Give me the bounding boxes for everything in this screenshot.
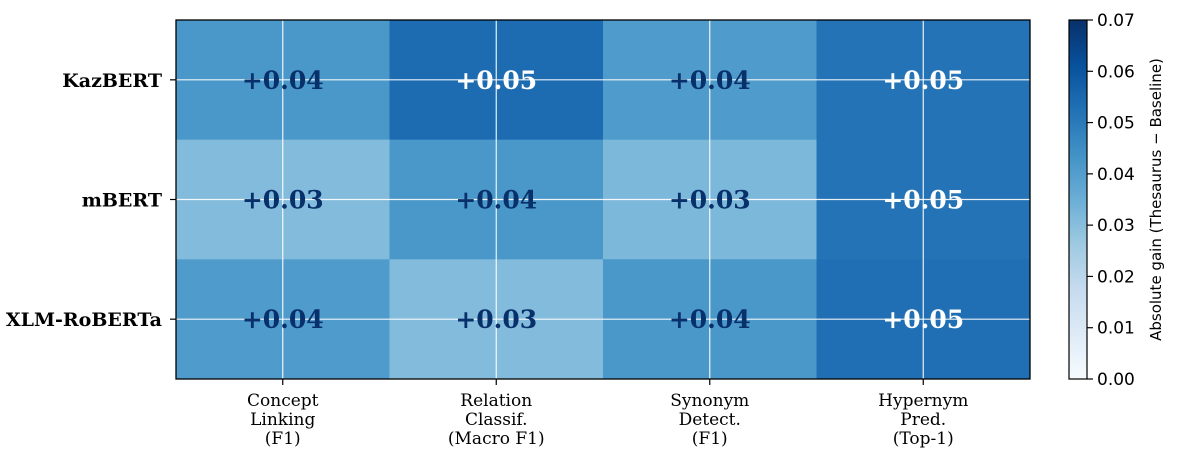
cell-value-label: +0.04	[669, 305, 751, 334]
x-axis: Concept Linking (F1)Relation Classif. (Macro…	[247, 379, 968, 449]
cell-value-label: +0.04	[669, 66, 751, 95]
colorbar-tick-label: 0.07	[1097, 11, 1135, 31]
gridlines	[176, 20, 1030, 379]
y-axis: KazBERT mBERT XLM-RoBERTa	[6, 70, 176, 331]
column-label-line: (F1)	[265, 429, 301, 449]
cell-value-label: +0.03	[242, 186, 324, 215]
column-label-line: (Top-1)	[893, 429, 954, 449]
column-label-line: Detect.	[679, 410, 741, 430]
cell-value-label: +0.03	[669, 186, 751, 215]
cell-value-label: +0.04	[455, 186, 537, 215]
column-label-line: Relation	[460, 391, 532, 411]
cell-value-label: +0.05	[882, 66, 964, 95]
column-label-line: Concept	[247, 391, 319, 411]
column-label-line: (Macro F1)	[448, 429, 545, 449]
cell-value-label: +0.04	[242, 66, 324, 95]
cell-annotations: +0.04 +0.05 +0.04 +0.05 +0.03 +0.04 +0.03 +0.05…	[242, 66, 964, 334]
column-label: Concept Linking (F1)	[247, 391, 319, 449]
column-label: Relation Classif. (Macro F1)	[448, 391, 545, 449]
column-label-line: Pred.	[900, 410, 946, 430]
colorbar-tick-label: 0.00	[1097, 370, 1135, 390]
row-label: XLM-RoBERTa	[6, 309, 162, 331]
colorbar-tick-label: 0.05	[1097, 114, 1135, 134]
column-label-line: Hypernym	[878, 391, 968, 411]
colorbar-gradient	[1068, 19, 1088, 380]
colorbar-tick-label: 0.02	[1097, 267, 1135, 287]
cell-value-label: +0.05	[455, 66, 537, 95]
column-label-line: Linking	[250, 410, 315, 430]
cell-value-label: +0.05	[882, 186, 964, 215]
colorbar-tick-label: 0.03	[1097, 216, 1135, 236]
row-label: mBERT	[82, 190, 162, 212]
cell-value-label: +0.04	[242, 305, 324, 334]
column-label: Hypernym Pred. (Top-1)	[878, 391, 968, 449]
colorbar-tick-label: 0.04	[1097, 165, 1135, 185]
column-label-line: Classif.	[465, 410, 528, 430]
colorbar-tick-label: 0.06	[1097, 62, 1135, 82]
column-label-line: Synonym	[670, 391, 749, 411]
colorbar: 0.00 0.01 0.02 0.03 0.04 0.05 0.06 0.07 Absolute…	[1068, 11, 1165, 390]
cell-value-label: +0.05	[882, 305, 964, 334]
column-label-line: (F1)	[692, 429, 728, 449]
cell-value-label: +0.03	[455, 305, 537, 334]
colorbar-tick-label: 0.01	[1097, 319, 1135, 339]
column-label: Synonym Detect. (F1)	[670, 391, 749, 449]
colorbar-axis-label: Absolute gain (Thesaurus − Baseline)	[1147, 58, 1165, 341]
row-label: KazBERT	[62, 70, 162, 92]
